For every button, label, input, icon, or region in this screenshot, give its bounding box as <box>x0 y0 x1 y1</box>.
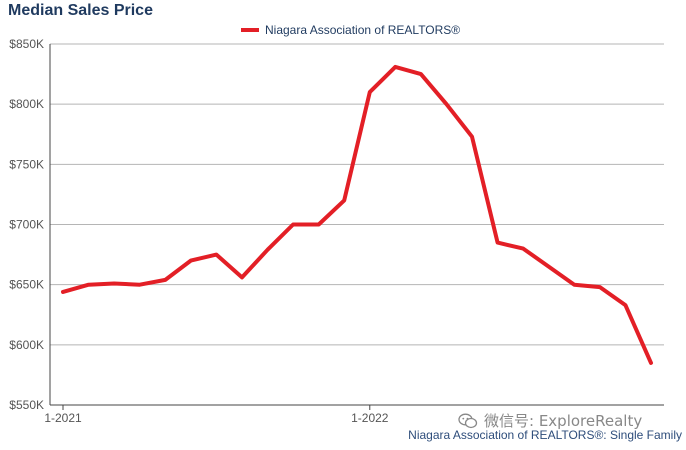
legend: Niagara Association of REALTORS® <box>241 23 460 37</box>
y-tick-label: $700K <box>9 218 44 232</box>
y-tick-label: $850K <box>9 37 44 51</box>
watermark-text: 微信号: ExploreRealty <box>484 412 643 430</box>
wechat-icon <box>458 413 478 428</box>
y-tick-label: $750K <box>9 157 44 171</box>
source-note: Niagara Association of REALTORS®: Single… <box>408 428 682 442</box>
chart-title: Median Sales Price <box>8 2 153 19</box>
legend-swatch <box>241 28 259 32</box>
watermark: 微信号: ExploreRealty <box>458 410 642 431</box>
y-tick-label: $650K <box>9 278 44 292</box>
y-tick-label: $800K <box>9 97 44 111</box>
legend-label: Niagara Association of REALTORS® <box>265 23 461 37</box>
x-tick-label: 1-2021 <box>44 411 82 425</box>
x-tick-label: 1-2022 <box>351 411 389 425</box>
y-tick-label: $550K <box>9 398 44 412</box>
series-line <box>61 64 653 365</box>
y-tick-label: $600K <box>9 338 44 352</box>
